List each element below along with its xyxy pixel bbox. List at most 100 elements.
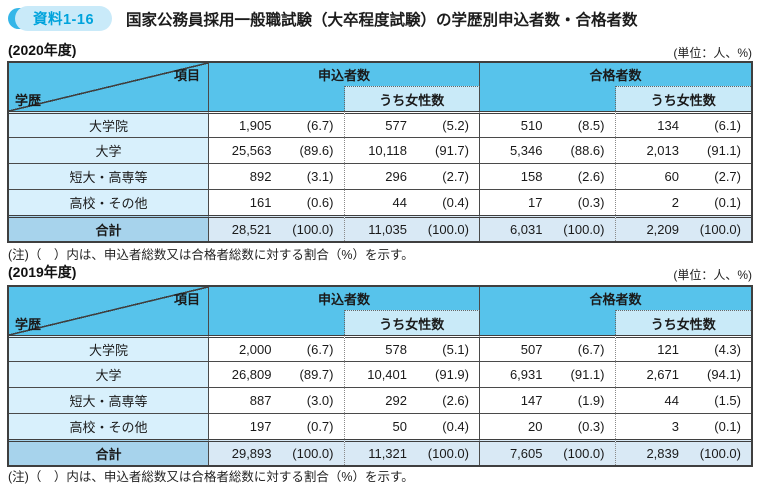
data-cell: 121 (4.3) xyxy=(615,335,751,361)
figure-badge-label: 資料1-16 xyxy=(15,6,112,31)
data-cell: 147 (1.9) xyxy=(480,387,616,413)
total-row-label: 合計 xyxy=(9,215,209,241)
data-cell: 2,000 (6.7) xyxy=(209,335,345,361)
data-cell: 158 (2.6) xyxy=(480,163,616,189)
total-cell-percent: (100.0) xyxy=(699,446,741,461)
cell-value: 2,013 xyxy=(646,143,679,158)
data-cell: 26,809 (89.7) xyxy=(209,361,345,387)
cell-value: 507 xyxy=(520,342,543,357)
total-cell-percent: (100.0) xyxy=(292,446,334,461)
data-cell: 60 (2.7) xyxy=(615,163,751,189)
header-cell-passers: 合格者数 xyxy=(480,63,751,86)
cell-value: 2 xyxy=(671,195,679,210)
cell-percent: (0.1) xyxy=(714,419,741,434)
cell-value: 3 xyxy=(671,419,679,434)
data-cell: 25,563 (89.6) xyxy=(209,137,345,163)
data-cell: 50 (0.4) xyxy=(344,413,480,439)
cell-value: 578 xyxy=(385,342,407,357)
data-cell: 887 (3.0) xyxy=(209,387,345,413)
total-data-cell: 2,209 (100.0) xyxy=(615,215,751,241)
header-cell-women-applicants: うち女性数 xyxy=(344,86,480,111)
header-cell-passers: 合格者数 xyxy=(480,287,751,310)
cell-percent: (2.7) xyxy=(714,169,741,184)
cell-percent: (1.5) xyxy=(714,393,741,408)
data-cell: 2 (0.1) xyxy=(615,189,751,215)
figure-header: 資料1-16 国家公務員採用一般職試験（大卒程度試験）の学歴別申込者数・合格者数 xyxy=(8,6,638,31)
header-cell-item-education: 項目 学歴 xyxy=(9,287,209,335)
data-cell: 510 (8.5) xyxy=(480,111,616,137)
cell-value: 510 xyxy=(520,118,543,133)
data-cell: 10,118 (91.7) xyxy=(344,137,480,163)
cell-value: 17 xyxy=(528,195,543,210)
total-cell-value: 6,031 xyxy=(509,222,543,237)
total-cell-percent: (100.0) xyxy=(699,222,741,237)
data-cell: 578 (5.1) xyxy=(344,335,480,361)
total-cell-percent: (100.0) xyxy=(563,222,605,237)
total-cell-value: 11,321 xyxy=(368,446,407,461)
data-cell: 161 (0.6) xyxy=(209,189,345,215)
cell-value: 10,401 xyxy=(367,367,407,382)
data-cell: 134 (6.1) xyxy=(615,111,751,137)
cell-percent: (89.6) xyxy=(299,143,334,158)
cell-value: 6,931 xyxy=(509,367,543,382)
cell-value: 161 xyxy=(249,195,272,210)
data-cell: 3 (0.1) xyxy=(615,413,751,439)
cell-percent: (88.6) xyxy=(570,143,605,158)
cell-percent: (8.5) xyxy=(577,118,605,133)
data-cell: 197 (0.7) xyxy=(209,413,345,439)
cell-value: 25,563 xyxy=(231,143,272,158)
cell-percent: (0.4) xyxy=(442,195,469,210)
cell-value: 296 xyxy=(385,169,407,184)
total-row-label: 合計 xyxy=(9,439,209,465)
header-cell-applicants: 申込者数 xyxy=(209,63,480,86)
total-cell-percent: (100.0) xyxy=(563,446,605,461)
cell-value: 892 xyxy=(249,169,272,184)
cell-value: 26,809 xyxy=(231,367,272,382)
total-cell-value: 29,893 xyxy=(231,446,272,461)
cell-value: 50 xyxy=(392,419,407,434)
data-cell: 44 (0.4) xyxy=(344,189,480,215)
data-cell: 507 (6.7) xyxy=(480,335,616,361)
cell-value: 20 xyxy=(528,419,543,434)
data-table-2019: 項目 学歴 申込者数 合格者数 うち女性数 うち女性数 大学院 2,000 (6.7) 578 (5… xyxy=(7,285,753,467)
row-label: 大学院 xyxy=(9,111,209,137)
table-2020-year-label: (2020年度) xyxy=(8,42,77,58)
header-cell-women-applicants: うち女性数 xyxy=(344,310,480,335)
cell-value: 44 xyxy=(664,393,679,408)
row-label: 短大・高専等 xyxy=(9,387,209,413)
total-cell-percent: (100.0) xyxy=(427,222,469,237)
total-cell-percent: (100.0) xyxy=(292,222,334,237)
cell-value: 577 xyxy=(385,118,407,133)
cell-value: 44 xyxy=(392,195,407,210)
header-cell-applicants: 申込者数 xyxy=(209,287,480,310)
total-cell-value: 2,209 xyxy=(646,222,679,237)
cell-percent: (6.7) xyxy=(577,342,605,357)
figure-badge: 資料1-16 xyxy=(8,6,112,31)
total-data-cell: 11,035 (100.0) xyxy=(344,215,480,241)
table-2020-note: (注)（ ）内は、申込者総数又は合格者総数に対する割合（%）を示す。 xyxy=(8,248,414,262)
cell-percent: (91.1) xyxy=(707,143,741,158)
cell-value: 60 xyxy=(664,169,679,184)
header-spacer xyxy=(209,86,345,111)
total-data-cell: 6,031 (100.0) xyxy=(480,215,616,241)
total-cell-value: 28,521 xyxy=(231,222,272,237)
data-cell: 292 (2.6) xyxy=(344,387,480,413)
cell-percent: (91.1) xyxy=(570,367,605,382)
data-cell: 892 (3.1) xyxy=(209,163,345,189)
cell-percent: (3.0) xyxy=(306,393,334,408)
figure-title: 国家公務員採用一般職試験（大卒程度試験）の学歴別申込者数・合格者数 xyxy=(126,11,638,29)
total-data-cell: 28,521 (100.0) xyxy=(209,215,345,241)
table-2019-container: 項目 学歴 申込者数 合格者数 うち女性数 うち女性数 大学院 2,000 (6.7) 578 (5… xyxy=(7,285,753,467)
cell-value: 887 xyxy=(249,393,272,408)
data-cell: 2,671 (94.1) xyxy=(615,361,751,387)
header-spacer xyxy=(480,310,616,335)
cell-percent: (6.1) xyxy=(714,118,741,133)
cell-percent: (0.1) xyxy=(714,195,741,210)
cell-percent: (91.7) xyxy=(435,143,469,158)
cell-percent: (91.9) xyxy=(435,367,469,382)
table-2019-note: (注)（ ）内は、申込者総数又は合格者総数に対する割合（%）を示す。 xyxy=(8,470,414,484)
cell-percent: (0.4) xyxy=(442,419,469,434)
cell-value: 158 xyxy=(520,169,543,184)
total-data-cell: 29,893 (100.0) xyxy=(209,439,345,465)
